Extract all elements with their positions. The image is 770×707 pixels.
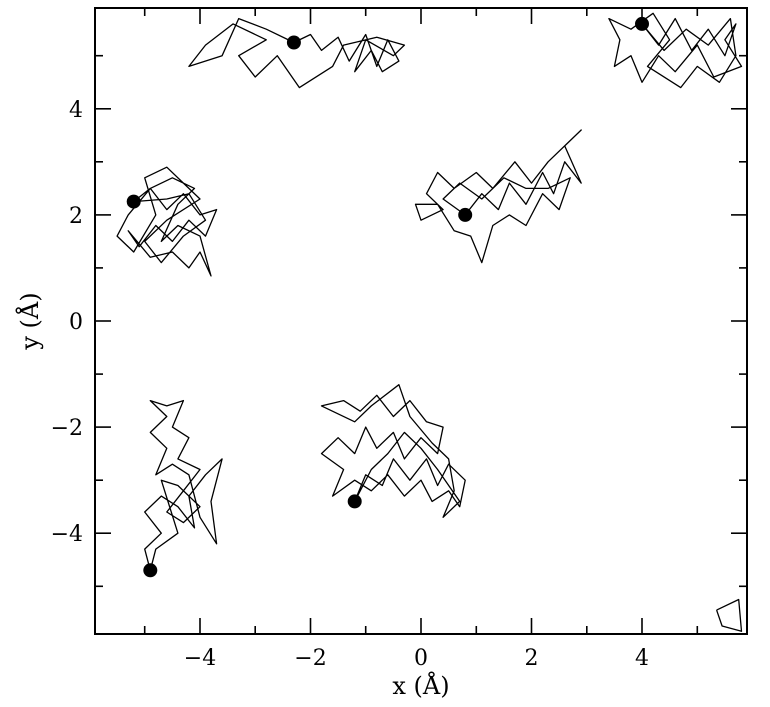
trajectory-line-6: [144, 399, 223, 571]
x-tick-label: −2: [294, 646, 326, 671]
x-axis-label: x (Å): [392, 671, 449, 700]
trajectory-line-4: [414, 129, 582, 264]
trajectory-line-2: [608, 12, 743, 89]
trajectory-line-5: [320, 384, 466, 518]
y-axis-label: y (Å): [15, 292, 44, 350]
y-tick-label: −4: [51, 522, 83, 547]
y-tick-label: 2: [69, 204, 83, 229]
trajectory-start-marker-3: [126, 194, 141, 209]
trajectory-start-marker-6: [143, 563, 158, 578]
trajectory-line-7: [715, 598, 743, 632]
x-tick-label: −4: [184, 646, 216, 671]
y-tick-label: 4: [69, 98, 83, 123]
x-tick-label: 0: [414, 646, 428, 671]
y-tick-label: 0: [69, 310, 83, 335]
trajectory-start-marker-5: [347, 494, 362, 509]
trajectory-start-marker-1: [286, 35, 301, 50]
x-tick-label: 4: [635, 646, 649, 671]
tick-layer: [95, 8, 747, 634]
x-tick-label: 2: [525, 646, 539, 671]
y-tick-label: −2: [51, 416, 83, 441]
plot-frame: [94, 7, 748, 635]
trajectory-start-marker-4: [458, 207, 473, 222]
trajectory-line-3: [116, 166, 218, 277]
trajectory-line-1: [188, 17, 406, 89]
trajectory-layer: [116, 12, 743, 632]
